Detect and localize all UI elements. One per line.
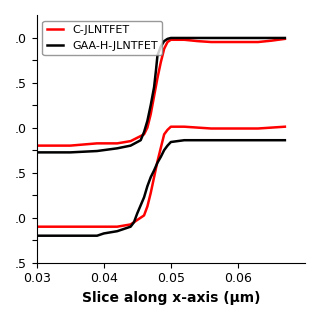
Legend: C-JLNTFET, GAA-H-JLNTFET: C-JLNTFET, GAA-H-JLNTFET bbox=[42, 20, 162, 55]
X-axis label: Slice along x-axis (μm): Slice along x-axis (μm) bbox=[82, 291, 260, 305]
